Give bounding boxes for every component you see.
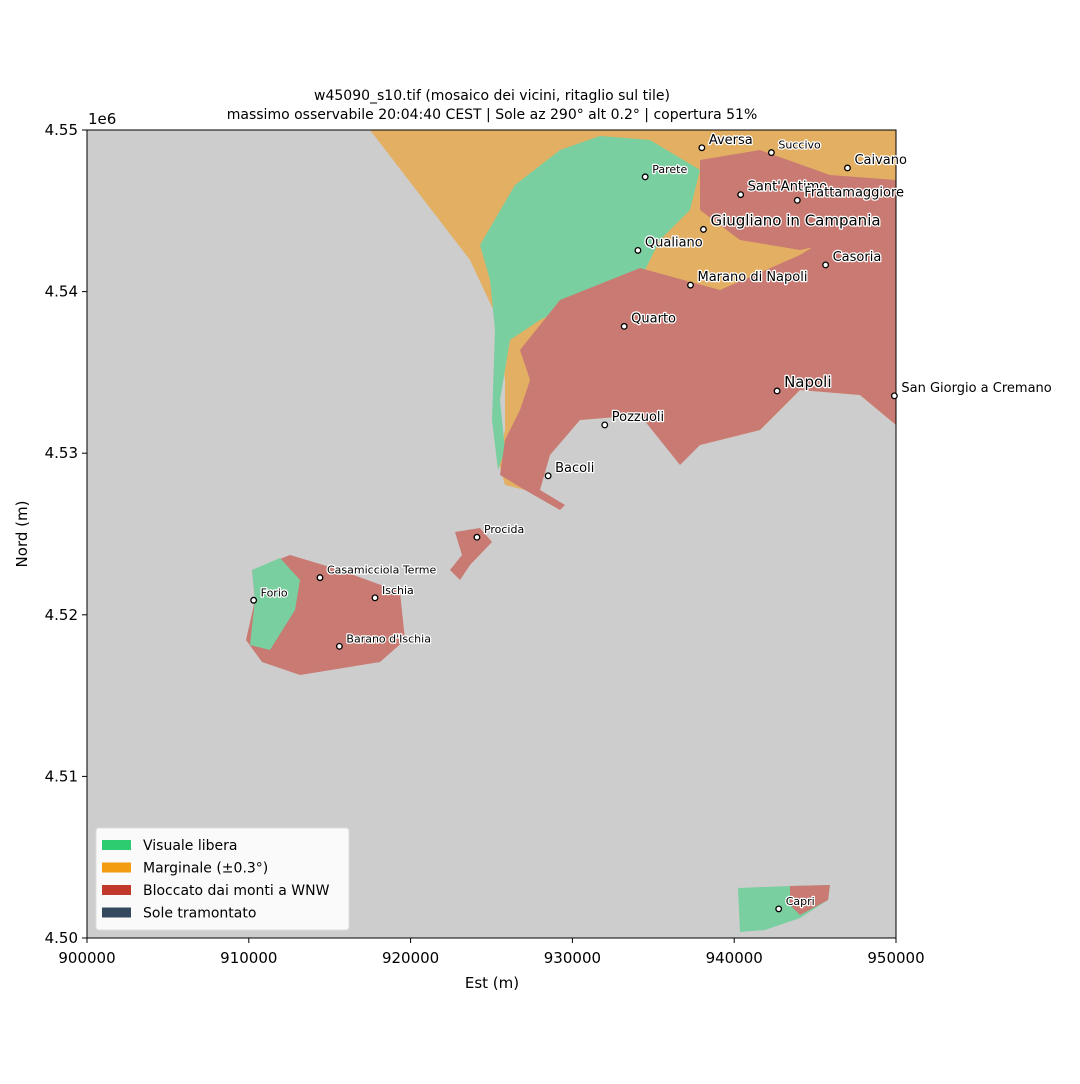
y-offset-label: 1e6 bbox=[88, 110, 116, 128]
town-label: Qualiano bbox=[645, 235, 703, 250]
town-marker bbox=[773, 387, 781, 395]
town-label: Marano di Napoli bbox=[698, 270, 808, 285]
town-marker bbox=[844, 164, 851, 172]
town-marker bbox=[473, 533, 481, 541]
town-marker bbox=[544, 472, 552, 480]
x-tick-label: 920000 bbox=[382, 949, 439, 967]
plot-frame bbox=[86, 129, 897, 939]
town-label: Capri bbox=[786, 895, 815, 908]
town-label: Napoli bbox=[784, 373, 831, 391]
town-marker bbox=[737, 191, 745, 199]
town-label: Barano d'Ischia bbox=[346, 632, 431, 645]
town-marker bbox=[698, 144, 706, 152]
island-procida bbox=[450, 528, 492, 580]
x-tick-label: 900000 bbox=[58, 949, 115, 967]
legend-swatch bbox=[102, 907, 131, 918]
x-tick-label: 940000 bbox=[706, 949, 763, 967]
town-marker bbox=[767, 149, 775, 157]
town-label: Sant'Antimo bbox=[748, 180, 828, 195]
town-marker bbox=[822, 261, 830, 269]
y-tick-label: 4.53 bbox=[45, 444, 78, 462]
town-label: Frattamaggiore bbox=[804, 185, 904, 200]
town-label: Casoria bbox=[833, 250, 882, 265]
chart-subtitle: massimo osservabile 20:04:40 CEST | Sole… bbox=[227, 107, 758, 123]
legend-label: Visuale libera bbox=[143, 838, 237, 854]
y-tick-label: 4.50 bbox=[45, 929, 78, 947]
y-tick-label: 4.51 bbox=[45, 767, 78, 785]
town-label: Caivano bbox=[854, 153, 907, 168]
town-marker bbox=[700, 225, 707, 233]
land-blocked bbox=[500, 195, 896, 510]
town-marker bbox=[371, 594, 379, 602]
town-label: Forio bbox=[261, 586, 288, 599]
legend-label: Sole tramontato bbox=[143, 906, 256, 922]
town-marker bbox=[641, 173, 649, 181]
x-axis-label: Est (m) bbox=[465, 974, 519, 992]
terrain bbox=[246, 130, 896, 932]
y-tick-label: 4.55 bbox=[45, 121, 78, 139]
town-label: Casamicciola Terme bbox=[327, 564, 437, 577]
chart-title: w45090_s10.tif (mosaico dei vicini, rita… bbox=[314, 88, 670, 104]
town-marker bbox=[793, 196, 801, 204]
town-label: Aversa bbox=[709, 133, 753, 148]
legend-swatch bbox=[102, 885, 131, 895]
island-capri-blocked bbox=[790, 885, 830, 915]
island-ischia-visible bbox=[250, 558, 300, 650]
town-marker bbox=[601, 421, 609, 429]
town-marker bbox=[775, 905, 783, 913]
town-label: Quarto bbox=[631, 311, 676, 326]
town-marker bbox=[316, 574, 324, 582]
legend-label: Marginale (±0.3°) bbox=[143, 861, 268, 877]
town-label: Bacoli bbox=[555, 461, 594, 476]
town-label: Procida bbox=[484, 523, 524, 536]
town-marker bbox=[890, 392, 898, 400]
x-tick-label: 930000 bbox=[544, 949, 601, 967]
town-label: Succivo bbox=[778, 139, 821, 152]
town-label: Giugliano in Campania bbox=[710, 211, 880, 229]
legend-label: Bloccato dai monti a WNW bbox=[143, 883, 330, 899]
legend-swatch bbox=[102, 840, 131, 850]
town-label: Parete bbox=[652, 163, 687, 176]
town-label: Pozzuoli bbox=[612, 410, 664, 425]
town-marker bbox=[634, 246, 642, 254]
legend-swatch bbox=[102, 862, 131, 873]
town-marker bbox=[620, 322, 628, 330]
town-marker bbox=[250, 596, 258, 604]
x-tick-label: 910000 bbox=[220, 949, 277, 967]
town-label: San Giorgio a Cremano bbox=[901, 381, 1051, 396]
legend-box bbox=[95, 827, 350, 931]
x-tick-label: 950000 bbox=[867, 949, 924, 967]
land-visible bbox=[480, 136, 700, 470]
legend: Visuale libera Marginale (±0.3°) Bloccato … bbox=[95, 827, 350, 931]
town-marker bbox=[335, 642, 343, 650]
town-marker bbox=[687, 281, 694, 289]
y-tick-label: 4.54 bbox=[45, 283, 78, 301]
y-tick-label: 4.52 bbox=[45, 606, 78, 624]
y-axis-label: Nord (m) bbox=[13, 501, 31, 568]
town-label: Ischia bbox=[382, 584, 414, 597]
